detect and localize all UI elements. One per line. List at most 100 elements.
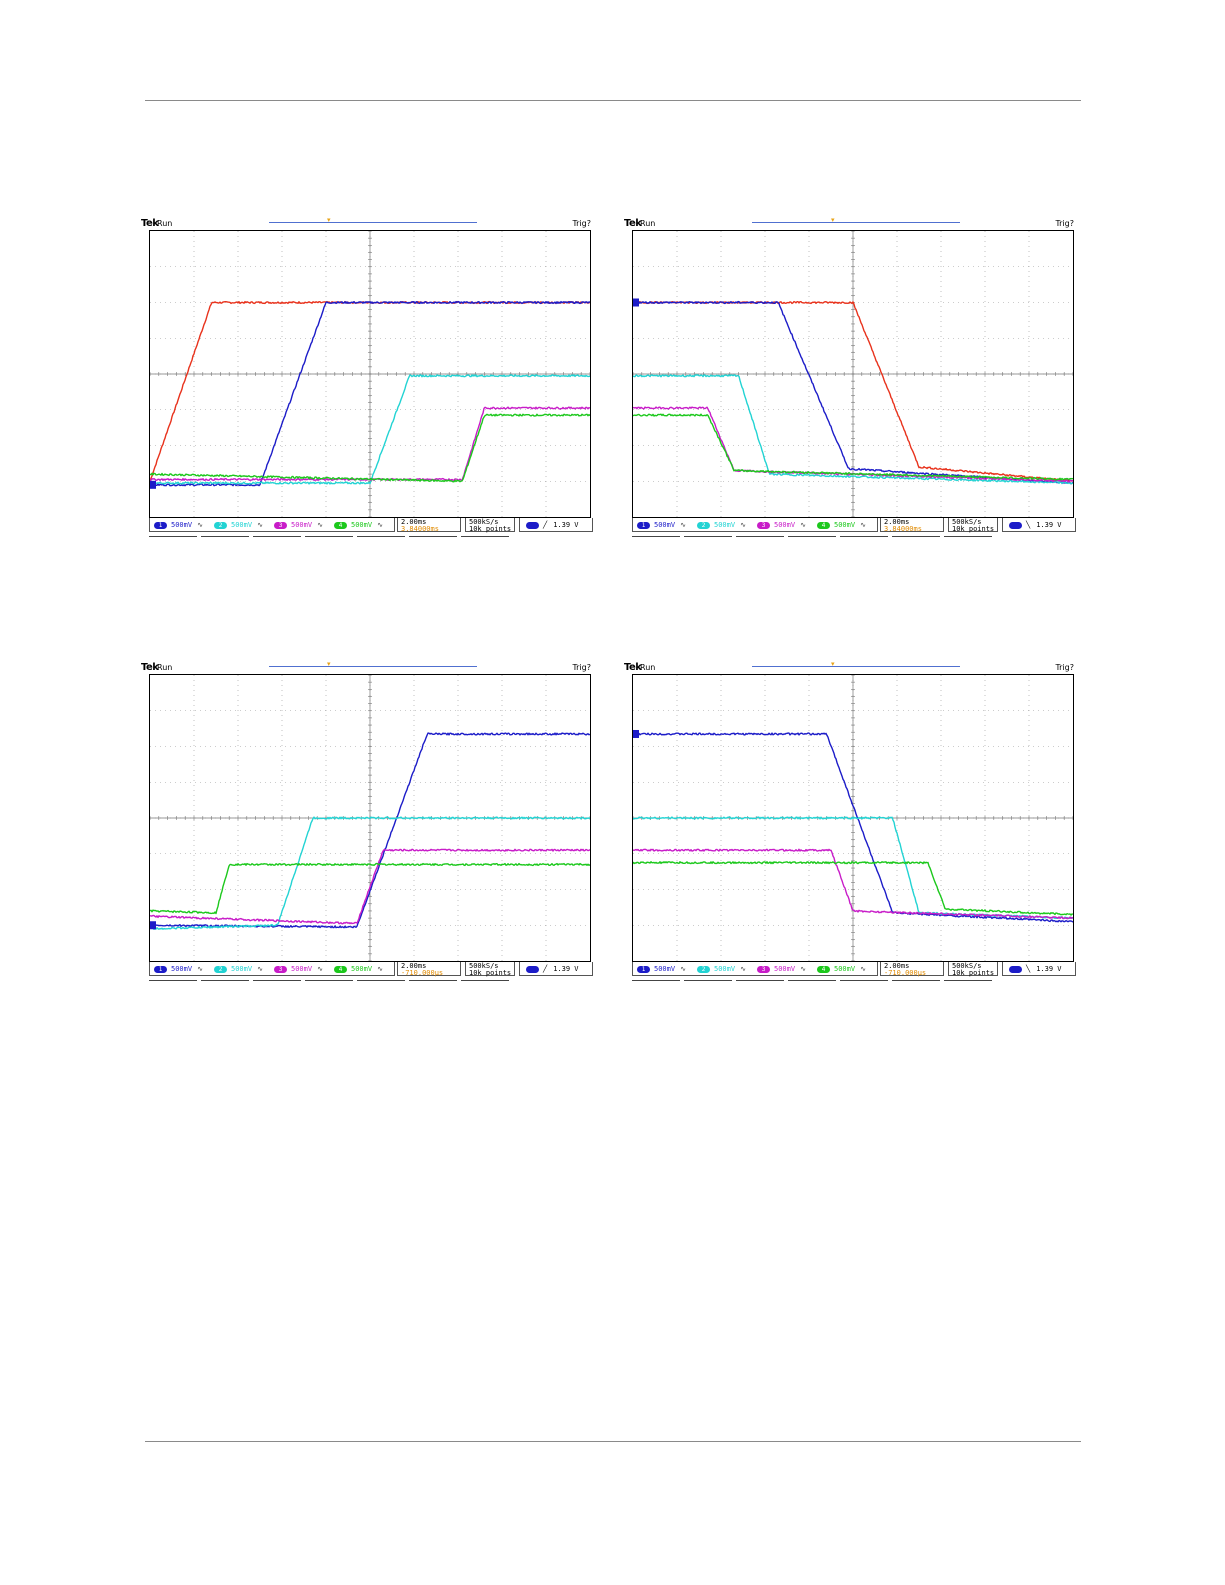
channel-3-scale: 500mV: [291, 521, 313, 529]
waveform-display: [632, 674, 1074, 962]
trace-ch1: [150, 300, 590, 487]
sample-rate: 500kS/s: [952, 518, 982, 526]
record-length: 10k points: [469, 525, 512, 533]
waveform-plot: [150, 231, 590, 517]
channel-4-badge: 4: [334, 965, 347, 973]
trigger-source-badge: [1009, 521, 1022, 529]
timebase-scale: 2.00ms: [401, 962, 427, 970]
trigger-source-badge: [526, 521, 539, 529]
sample-rate: 500kS/s: [469, 962, 499, 970]
waveform-plot: [150, 675, 590, 961]
channel-2-scale: 500mV: [231, 965, 253, 973]
acquisition-values: 500kS/s 10k points: [952, 963, 994, 977]
brand-logo: Tek: [624, 218, 642, 229]
trigger-position-marker: ▾: [327, 660, 331, 668]
trace-ch2: [633, 374, 1073, 485]
trace-ch3: [633, 848, 1073, 920]
acquisition-readout: 500kS/s 10k points: [465, 962, 515, 977]
trigger-values: ╲ 1.39 V: [1009, 965, 1062, 973]
waveform-display: [632, 230, 1074, 518]
acquisition-values: 500kS/s 10k points: [469, 519, 511, 533]
trigger-slope-icon: ╱: [543, 521, 548, 529]
channel-3-scale: 500mV: [291, 965, 313, 973]
header-rule: [145, 100, 1081, 101]
trigger-status: Trig?: [572, 663, 591, 672]
timebase-scale: 2.00ms: [884, 518, 910, 526]
channel-3-scale: 500mV: [774, 521, 796, 529]
channel-1-readout: 1 500mV ∿: [637, 965, 686, 973]
trace-ch1: [633, 732, 1073, 923]
channel-1-readout: 1 500mV ∿: [637, 521, 686, 529]
channel-3-readout: 3 500mV ∿: [757, 965, 806, 973]
channel-4-badge: 4: [817, 521, 830, 529]
acquisition-readout: 500kS/s 10k points: [465, 518, 515, 533]
channel-4-badge: 4: [334, 521, 347, 529]
trigger-position-marker: ▾: [831, 660, 835, 668]
brand-logo: Tek: [624, 662, 642, 673]
softkey-segment: [788, 980, 836, 981]
coupling-icon: ∿: [377, 965, 383, 973]
channel-2-scale: 500mV: [714, 965, 736, 973]
channel-readout: 1 500mV ∿ 2 500mV ∿ 3 500mV ∿ 4 500mV ∿: [149, 962, 395, 976]
horizontal-delay: -710.000µs: [884, 969, 927, 977]
scope-capture-1: Tek Run Trig? ▾ 1 500mV ∿ 2 500mV ∿ 3 500mV ∿ 4 500mV ∿…: [141, 216, 601, 538]
acquisition-values: 500kS/s 10k points: [469, 963, 511, 977]
channel-4-badge: 4: [817, 965, 830, 973]
acquisition-state: Run: [640, 663, 656, 672]
waveform-plot: [633, 675, 1073, 961]
timebase-values: 2.00ms 3.84000ms: [884, 519, 922, 533]
channel-1-scale: 500mV: [654, 965, 676, 973]
acquisition-values: 500kS/s 10k points: [952, 519, 994, 533]
scope-header: Tek Run Trig? ▾: [624, 216, 1084, 230]
softkey-segment: [461, 980, 509, 981]
coupling-icon: ∿: [197, 965, 203, 973]
channel-4-readout: 4 500mV ∿: [334, 965, 383, 973]
channel-2-badge: 2: [697, 521, 710, 529]
timebase-readout: 2.00ms -710.000µs: [397, 962, 461, 977]
channel-1-scale: 500mV: [171, 521, 193, 529]
coupling-icon: ∿: [257, 965, 263, 973]
coupling-icon: ∿: [860, 521, 866, 529]
coupling-icon: ∿: [740, 521, 746, 529]
softkey-segment: [149, 980, 197, 981]
coupling-icon: ∿: [680, 965, 686, 973]
coupling-icon: ∿: [860, 965, 866, 973]
trigger-level: 1.39 V: [553, 521, 579, 529]
channel-readout: 1 500mV ∿ 2 500mV ∿ 3 500mV ∿ 4 500mV ∿: [149, 518, 395, 532]
trace-ch4: [150, 413, 590, 483]
softkey-segment: [736, 980, 784, 981]
softkey-segment: [305, 536, 353, 537]
acquisition-readout: 500kS/s 10k points: [948, 518, 998, 533]
channel-3-readout: 3 500mV ∿: [274, 521, 323, 529]
trigger-status: Trig?: [1055, 663, 1074, 672]
channel-1-badge: 1: [154, 965, 167, 973]
coupling-icon: ∿: [197, 521, 203, 529]
coupling-icon: ∿: [317, 521, 323, 529]
sample-rate: 500kS/s: [952, 962, 982, 970]
acquisition-readout: 500kS/s 10k points: [948, 962, 998, 977]
waveform-display: [149, 230, 591, 518]
trace-ch4: [150, 862, 590, 915]
softkey-segment: [461, 536, 509, 537]
softkey-segment: [409, 536, 457, 537]
softkey-strip: [632, 980, 992, 982]
readout-bar: 1 500mV ∿ 2 500mV ∿ 3 500mV ∿ 4 500mV ∿ 2.00ms -710.0…: [632, 962, 1082, 978]
softkey-segment: [892, 980, 940, 981]
timebase-readout: 2.00ms -710.000µs: [880, 962, 944, 977]
softkey-segment: [357, 980, 405, 981]
channel-3-badge: 3: [757, 965, 770, 973]
scope-header: Tek Run Trig? ▾: [141, 216, 601, 230]
softkey-strip: [149, 536, 509, 538]
sample-rate: 500kS/s: [469, 518, 499, 526]
record-view-bar: [269, 666, 477, 667]
horizontal-delay: 3.84000ms: [884, 525, 922, 533]
softkey-segment: [736, 536, 784, 537]
trigger-status: Trig?: [1055, 219, 1074, 228]
readout-bar: 1 500mV ∿ 2 500mV ∿ 3 500mV ∿ 4 500mV ∿ 2.00ms -710.0…: [149, 962, 599, 978]
softkey-segment: [305, 980, 353, 981]
channel-4-scale: 500mV: [351, 521, 373, 529]
channel-2-scale: 500mV: [714, 521, 736, 529]
channel-2-readout: 2 500mV ∿: [214, 521, 263, 529]
softkey-segment: [944, 536, 992, 537]
scope-capture-4: Tek Run Trig? ▾ 1 500mV ∿ 2 500mV ∿ 3 500mV ∿ 4 500mV ∿…: [624, 660, 1084, 982]
